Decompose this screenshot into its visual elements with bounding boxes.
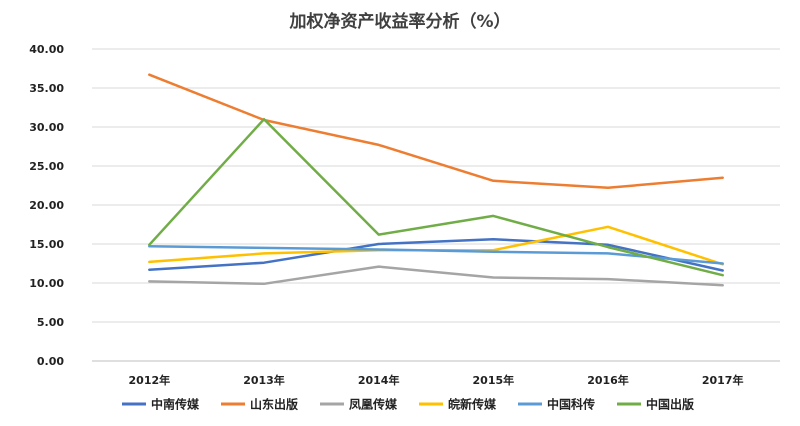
x-tick-label: 2014年 xyxy=(358,373,400,387)
x-tick-label: 2016年 xyxy=(587,373,629,387)
grid-lines xyxy=(92,48,780,362)
y-tick-label: 0.00 xyxy=(37,355,64,368)
y-tick-label: 5.00 xyxy=(37,316,64,329)
legend-label: 中国科传 xyxy=(547,397,595,412)
y-tick-label: 15.00 xyxy=(29,238,64,251)
y-tick-label: 40.00 xyxy=(29,43,64,56)
chart-title: 加权净资产收益率分析（%） xyxy=(288,11,510,32)
series-lines xyxy=(148,73,724,287)
legend-label: 山东出版 xyxy=(250,397,298,412)
x-tick-label: 2012年 xyxy=(129,373,171,387)
x-tick-label: 2015年 xyxy=(473,373,515,387)
y-tick-label: 25.00 xyxy=(29,160,64,173)
y-tick-label: 30.00 xyxy=(29,121,64,134)
x-tick-label: 2013年 xyxy=(243,373,285,387)
legend: 中南传媒 山东出版 凤凰传媒 皖新传媒 中国科传 中国出版 xyxy=(122,397,694,412)
legend-label: 中南传媒 xyxy=(151,397,200,412)
series-line xyxy=(148,238,724,272)
y-tick-label: 20.00 xyxy=(29,199,64,212)
y-tick-label: 35.00 xyxy=(29,82,64,95)
series-line xyxy=(148,73,724,190)
y-tick-label: 10.00 xyxy=(29,277,64,290)
legend-label: 凤凰传媒 xyxy=(349,397,398,412)
series-line xyxy=(148,245,724,265)
x-tick-label: 2017年 xyxy=(702,373,744,387)
legend-label: 皖新传媒 xyxy=(448,397,497,412)
y-axis-ticks: 0.00 5.00 10.00 15.00 20.00 25.00 30.00 35.00 40… xyxy=(29,43,64,368)
x-axis-ticks: 2012年 2013年 2014年 2015年 2016年 2017年 xyxy=(129,373,744,387)
legend-label: 中国出版 xyxy=(646,397,694,412)
series-line xyxy=(148,225,724,266)
series-line xyxy=(148,117,724,277)
series-line xyxy=(148,265,724,287)
